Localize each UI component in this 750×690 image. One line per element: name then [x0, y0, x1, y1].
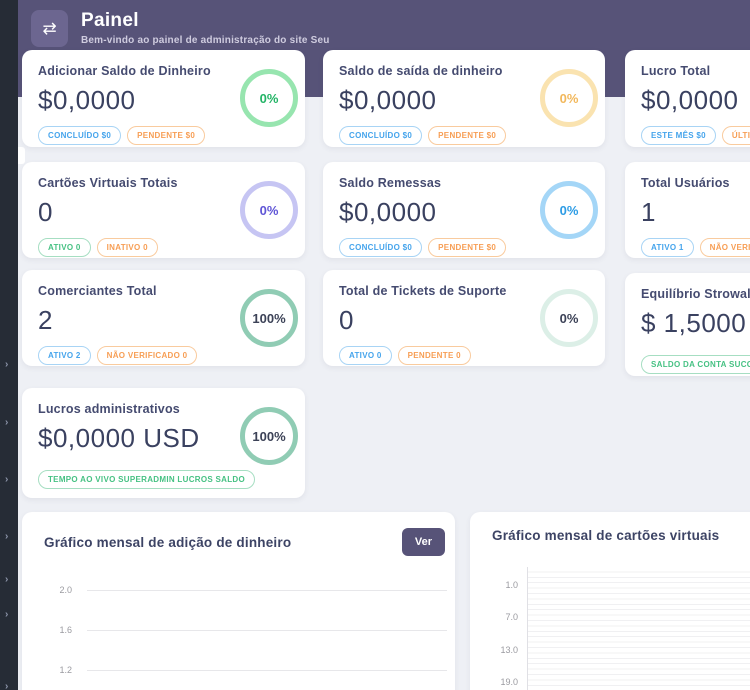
collapsed-sidebar[interactable]: › › › › › › ›: [0, 0, 18, 690]
y-axis-tick: 1.2: [59, 665, 72, 675]
status-badge: NÃO VERIFICADO 0: [699, 238, 750, 257]
chart-title: Gráfico mensal de adição de dinheiro: [44, 534, 292, 550]
stat-card-strowallet-balance: Equilíbrio Strowallet $ 1,5000 SALDO DA …: [625, 273, 750, 376]
status-badge: ATIVO 1: [641, 238, 694, 257]
stat-value: 0: [38, 197, 53, 227]
stat-card-add-money-balance: Adicionar Saldo de Dinheiro $0,0000 CONC…: [22, 50, 305, 147]
percent-ring: 0%: [240, 181, 298, 239]
page-subtitle: Bem-vindo ao painel de administração do …: [81, 35, 330, 46]
stat-card-money-out-balance: Saldo de saída de dinheiro $0,0000 CONCL…: [323, 50, 605, 147]
status-badge: ESTE MÊS $0: [641, 126, 716, 145]
stat-title: Comerciantes Total: [38, 284, 157, 298]
stat-title: Saldo de saída de dinheiro: [339, 64, 503, 78]
stat-value: 2: [38, 305, 53, 335]
sidebar-edge-tab: [18, 147, 25, 164]
line-chart-area: 2.0 1.6 1.2: [38, 570, 447, 690]
percent-ring: 0%: [240, 69, 298, 127]
status-badge: PENDENTE $0: [127, 126, 206, 145]
stat-title: Total Usuários: [641, 176, 730, 190]
y-axis-tick: 7.0: [505, 612, 518, 622]
page-title: Painel: [81, 10, 139, 31]
chevron-right-icon[interactable]: ›: [5, 531, 9, 542]
stat-title: Saldo Remessas: [339, 176, 442, 190]
stat-value: 1: [641, 197, 656, 227]
stat-card-total-support-tickets: Total de Tickets de Suporte 0 ATIVO 0 PE…: [323, 270, 605, 366]
stat-value: $0,0000: [339, 85, 437, 115]
stat-value: $ 1,5000: [641, 308, 747, 338]
gridline: [87, 589, 447, 591]
stat-card-remittance-balance: Saldo Remessas $0,0000 CONCLUÍDO $0 PEND…: [323, 162, 605, 258]
chevron-right-icon[interactable]: ›: [5, 609, 9, 620]
stat-value: $0,0000: [339, 197, 437, 227]
chevron-right-icon[interactable]: ›: [5, 574, 9, 585]
view-button[interactable]: Ver: [401, 528, 445, 556]
bar-chart-area: [527, 567, 750, 690]
status-badge: ATIVO 0: [38, 238, 91, 257]
stat-card-total-users: Total Usuários 1 ATIVO 1 NÃO VERIFICADO …: [625, 162, 750, 258]
chevron-right-icon[interactable]: ›: [5, 417, 9, 428]
stat-card-total-profit: Lucro Total $0,0000 ESTE MÊS $0 ÚLTIMO M…: [625, 50, 750, 147]
stat-card-total-merchants: Comerciantes Total 2 ATIVO 2 NÃO VERIFIC…: [22, 270, 305, 366]
gridline: [87, 629, 447, 631]
stat-title: Lucros administrativos: [38, 402, 180, 416]
percent-ring: 0%: [540, 181, 598, 239]
transfer-arrows-icon: ⇄: [31, 10, 68, 47]
chart-card-monthly-virtual-cards: Gráfico mensal de cartões virtuais 1.0 7…: [470, 512, 750, 690]
y-axis-tick: 1.6: [59, 625, 72, 635]
percent-ring: 100%: [240, 407, 298, 465]
chevron-right-icon[interactable]: ›: [5, 681, 9, 690]
stat-title: Total de Tickets de Suporte: [339, 284, 507, 298]
chevron-right-icon[interactable]: ›: [5, 359, 9, 370]
stat-value: $0,0000: [38, 85, 136, 115]
stat-value: 0: [339, 305, 354, 335]
status-badge: CONCLUÍDO $0: [38, 126, 122, 145]
status-badge: CONCLUÍDO $0: [339, 126, 423, 145]
stat-card-total-virtual-cards: Cartões Virtuais Totais 0 ATIVO 0 INATIV…: [22, 162, 305, 258]
status-badge: PENDENTE $0: [428, 238, 507, 257]
y-axis-tick: 1.0: [505, 580, 518, 590]
status-badge: TEMPO AO VIVO SUPERADMIN LUCROS SALDO: [38, 470, 256, 489]
status-badge: PENDENTE $0: [428, 126, 507, 145]
stat-value: $0,0000: [641, 85, 739, 115]
stat-value: $0,0000 USD: [38, 423, 200, 453]
chart-card-monthly-add-money: Gráfico mensal de adição de dinheiro Ver…: [22, 512, 455, 690]
percent-ring: 100%: [240, 289, 298, 347]
stat-title: Lucro Total: [641, 64, 711, 78]
y-axis-tick: 2.0: [59, 585, 72, 595]
percent-ring: 0%: [540, 69, 598, 127]
stat-title: Equilíbrio Strowallet: [641, 287, 750, 301]
status-badge: ÚLTIMO MÊS: [721, 126, 750, 145]
chevron-right-icon[interactable]: ›: [5, 474, 9, 485]
status-badge: CONCLUÍDO $0: [339, 238, 423, 257]
percent-ring: 0%: [540, 289, 598, 347]
stat-title: Cartões Virtuais Totais: [38, 176, 178, 190]
status-badge: ATIVO 0: [339, 346, 392, 365]
stat-title: Adicionar Saldo de Dinheiro: [38, 64, 211, 78]
y-axis-tick: 13.0: [500, 645, 518, 655]
status-badge: ATIVO 2: [38, 346, 91, 365]
chart-title: Gráfico mensal de cartões virtuais: [492, 528, 720, 543]
gridline: [87, 669, 447, 671]
status-badge: SALDO DA CONTA SUCCESSFUL: [641, 355, 750, 374]
status-badge: INATIVO 0: [96, 238, 158, 257]
status-badge: NÃO VERIFICADO 0: [96, 346, 198, 365]
stat-card-admin-profits: Lucros administrativos $0,0000 USD TEMPO…: [22, 388, 305, 498]
y-axis-tick: 19.0: [500, 677, 518, 687]
status-badge: PENDENTE 0: [397, 346, 471, 365]
